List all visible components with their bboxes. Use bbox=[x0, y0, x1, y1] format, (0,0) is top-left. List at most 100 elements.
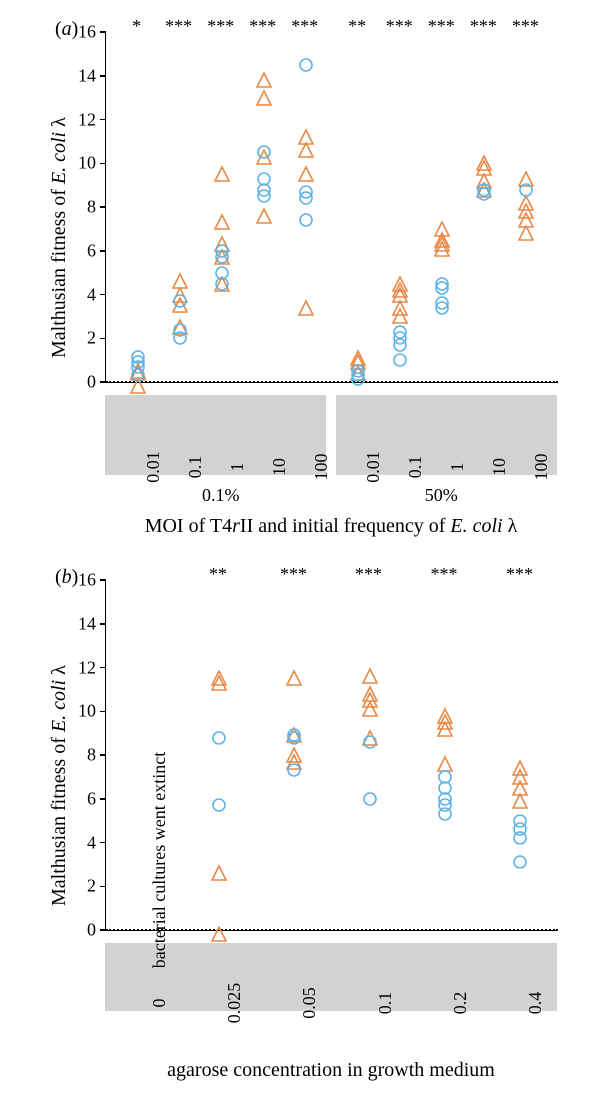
panel-a-catbox-1 bbox=[105, 395, 326, 475]
y-tick-label: 0 bbox=[87, 372, 106, 393]
significance-label: *** bbox=[249, 16, 276, 37]
triangle-marker bbox=[256, 208, 272, 224]
zero-line bbox=[106, 381, 558, 383]
triangle-marker bbox=[512, 760, 528, 776]
x-category-label: 10 bbox=[489, 458, 510, 476]
panel-b-xtitle: agarose concentration in growth medium bbox=[105, 1059, 557, 1082]
significance-label: *** bbox=[291, 16, 318, 37]
x-category-label: 0.1 bbox=[185, 456, 206, 479]
significance-label: ** bbox=[348, 16, 366, 37]
y-tick-label: 14 bbox=[78, 613, 106, 634]
circle-marker bbox=[212, 731, 226, 745]
circle-marker bbox=[438, 770, 452, 784]
y-tick-label: 12 bbox=[78, 657, 106, 678]
y-tick-label: 12 bbox=[78, 109, 106, 130]
triangle-marker bbox=[214, 166, 230, 182]
triangle-marker bbox=[256, 90, 272, 106]
x-category-label: 100 bbox=[531, 454, 552, 481]
triangle-marker bbox=[214, 214, 230, 230]
circle-marker bbox=[173, 323, 187, 337]
y-tick-label: 8 bbox=[87, 197, 106, 218]
panel-b-ytitle: Malthusian fitness of E. coli λ bbox=[48, 665, 71, 906]
triangle-marker bbox=[298, 166, 314, 182]
triangle-marker bbox=[476, 155, 492, 171]
circle-marker bbox=[363, 735, 377, 749]
panel-a-label: (a) bbox=[55, 18, 78, 41]
circle-marker bbox=[299, 58, 313, 72]
triangle-marker bbox=[211, 926, 227, 942]
y-tick-label: 10 bbox=[78, 701, 106, 722]
circle-marker bbox=[299, 213, 313, 227]
x-category-label: 10 bbox=[269, 458, 290, 476]
circle-marker bbox=[215, 244, 229, 258]
triangle-marker bbox=[362, 668, 378, 684]
y-tick-label: 14 bbox=[78, 65, 106, 86]
y-tick-label: 2 bbox=[87, 876, 106, 897]
y-tick-label: 4 bbox=[87, 284, 106, 305]
triangle-marker bbox=[172, 273, 188, 289]
circle-marker bbox=[513, 855, 527, 869]
significance-label: *** bbox=[512, 16, 539, 37]
significance-label: *** bbox=[280, 564, 307, 585]
x-category-label: 0.05 bbox=[299, 987, 320, 1019]
circle-marker bbox=[477, 183, 491, 197]
panel-b-label: (b) bbox=[55, 566, 78, 589]
circle-marker bbox=[212, 798, 226, 812]
circle-marker bbox=[519, 183, 533, 197]
panel-a-xtitle: MOI of T4rII and initial frequency of E.… bbox=[105, 515, 557, 538]
panel-a-plot: 0246810121416 bbox=[105, 32, 558, 383]
triangle-marker bbox=[298, 300, 314, 316]
y-tick-label: 8 bbox=[87, 745, 106, 766]
circle-marker bbox=[287, 728, 301, 742]
x-category-label: 0.025 bbox=[224, 983, 245, 1024]
significance-label: *** bbox=[506, 564, 533, 585]
y-tick-label: 16 bbox=[78, 570, 106, 591]
figure-root: (a) 0246810121416 Malthusian fitness of … bbox=[0, 0, 592, 1105]
significance-label: *** bbox=[431, 564, 458, 585]
significance-label: * bbox=[132, 16, 141, 37]
triangle-marker bbox=[518, 195, 534, 211]
x-category-label: 0.01 bbox=[143, 451, 164, 483]
panel-b-catbox bbox=[105, 943, 557, 1011]
circle-marker bbox=[173, 294, 187, 308]
triangle-marker bbox=[298, 129, 314, 145]
panel-b-plot: 0246810121416 bbox=[105, 580, 558, 931]
circle-marker bbox=[257, 145, 271, 159]
circle-marker bbox=[299, 185, 313, 199]
x-group-label: 0.1% bbox=[202, 485, 240, 506]
x-category-label: 0.1 bbox=[375, 992, 396, 1015]
y-tick-label: 16 bbox=[78, 22, 106, 43]
triangle-marker bbox=[362, 686, 378, 702]
triangle-marker bbox=[211, 865, 227, 881]
panel-a-ytitle: Malthusian fitness of E. coli λ bbox=[48, 117, 71, 358]
extinct-note: bacterial cultures went extinct bbox=[149, 752, 170, 968]
circle-marker bbox=[257, 172, 271, 186]
significance-label: *** bbox=[207, 16, 234, 37]
triangle-marker bbox=[434, 221, 450, 237]
triangle-marker bbox=[392, 308, 408, 324]
triangle-marker bbox=[437, 708, 453, 724]
zero-line bbox=[106, 929, 558, 931]
triangle-marker bbox=[286, 747, 302, 763]
circle-marker bbox=[435, 296, 449, 310]
triangle-marker bbox=[256, 72, 272, 88]
circle-marker bbox=[351, 364, 365, 378]
x-category-label: 0.4 bbox=[525, 992, 546, 1015]
x-category-label: 1 bbox=[447, 463, 468, 472]
circle-marker bbox=[435, 277, 449, 291]
y-tick-label: 6 bbox=[87, 788, 106, 809]
significance-label: ** bbox=[209, 564, 227, 585]
circle-marker bbox=[393, 325, 407, 339]
x-category-label: 0 bbox=[149, 999, 170, 1008]
y-tick-label: 10 bbox=[78, 153, 106, 174]
circle-marker bbox=[131, 368, 145, 382]
significance-label: *** bbox=[386, 16, 413, 37]
circle-marker bbox=[393, 353, 407, 367]
circle-marker bbox=[131, 350, 145, 364]
circle-marker bbox=[287, 763, 301, 777]
y-tick-label: 4 bbox=[87, 832, 106, 853]
significance-label: *** bbox=[428, 16, 455, 37]
y-tick-label: 0 bbox=[87, 920, 106, 941]
triangle-marker bbox=[392, 276, 408, 292]
x-group-label: 50% bbox=[425, 485, 458, 506]
